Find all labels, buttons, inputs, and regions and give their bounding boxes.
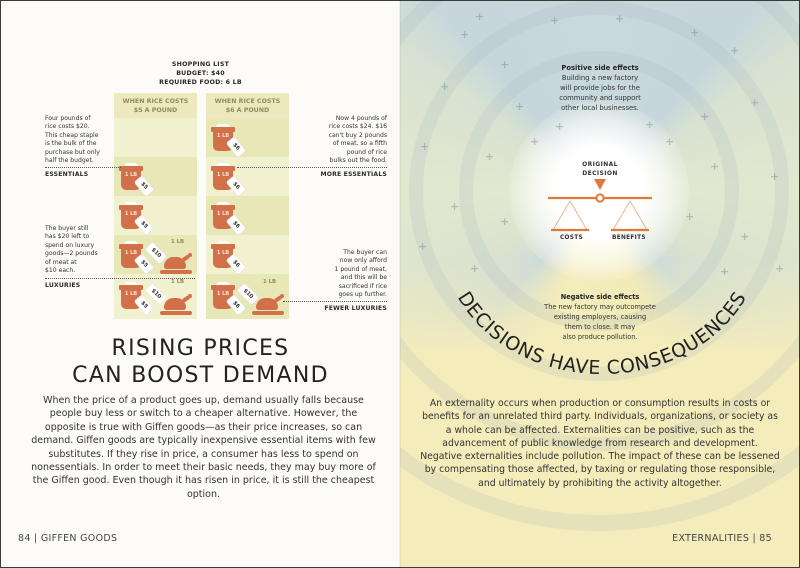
leader-line (283, 301, 387, 302)
costs-label: COSTS (560, 235, 583, 241)
original-decision-label: ORIGINAL DECISION (582, 161, 618, 177)
column-heading: WHEN RICE COSTS $5 A POUND (114, 93, 197, 118)
body-text: An externality occurs when production or… (420, 398, 780, 489)
page-title: RISING PRICES CAN BOOST DEMAND (72, 336, 329, 388)
body-text: When the price of a product goes up, dem… (31, 395, 376, 500)
shopping-list-budget: BUDGET: $40 (176, 70, 225, 77)
folio: EXTERNALITIES | 85 (672, 533, 772, 544)
essentials-annotation: Four pounds of rice costs $20. This chea… (45, 115, 100, 165)
left-page: SHOPPING LIST BUDGET: $40 REQUIRED FOOD:… (1, 1, 400, 567)
positive-side-effects: Positive side effects Building a new fac… (520, 63, 680, 113)
leader-line (237, 167, 387, 168)
essentials-label: ESSENTIALS (45, 171, 89, 178)
gutter (399, 0, 401, 568)
fewer-luxuries-annotation: The buyer can now only afford 1 pound of… (334, 249, 388, 299)
luxuries-annotation: The buyer still has $20 left to spend on… (45, 225, 98, 275)
row-empty (114, 118, 197, 157)
leader-line (45, 167, 121, 168)
meat-icon (252, 289, 284, 315)
column-rice-6: WHEN RICE COSTS $6 A POUND 1 LB $6 1 LB … (206, 93, 289, 319)
fewer-luxuries-label: FEWER LUXURIES (324, 305, 387, 312)
meat-unit-label: 1 LB (171, 239, 185, 245)
negative-heading: Negative side effects (560, 293, 640, 301)
positive-heading: Positive side effects (561, 64, 639, 72)
more-essentials-annotation: Now 4 pounds of rice costs $24. $16 can'… (328, 115, 387, 165)
shopping-list-title: SHOPPING LIST (171, 61, 230, 68)
leader-line (45, 278, 195, 279)
folio: 84 | GIFFEN GOODS (18, 533, 118, 544)
center-glow (509, 101, 689, 281)
meat-unit-label: 1 LB (263, 279, 277, 285)
shopping-list-header: SHOPPING LIST BUDGET: $40 REQUIRED FOOD:… (1, 60, 400, 87)
column-heading: WHEN RICE COSTS $6 A POUND (206, 93, 289, 118)
balance-scale-icon (548, 179, 652, 232)
meat-icon (160, 248, 192, 274)
column-rice-5: WHEN RICE COSTS $5 A POUND 1 LB $5 1 LB … (114, 93, 197, 319)
benefits-label: BENEFITS (612, 235, 646, 241)
negative-side-effects: Negative side effects The new factory ma… (520, 292, 680, 342)
meat-icon (160, 289, 192, 315)
meat-unit-label: 1 LB (171, 279, 185, 285)
shopping-list-required: REQUIRED FOOD: 6 LB (159, 79, 242, 86)
more-essentials-label: MORE ESSENTIALS (320, 171, 387, 178)
luxuries-label: LUXURIES (45, 282, 81, 289)
right-page: + + + + + + + + + + + + + + + + + + + + … (400, 1, 799, 567)
